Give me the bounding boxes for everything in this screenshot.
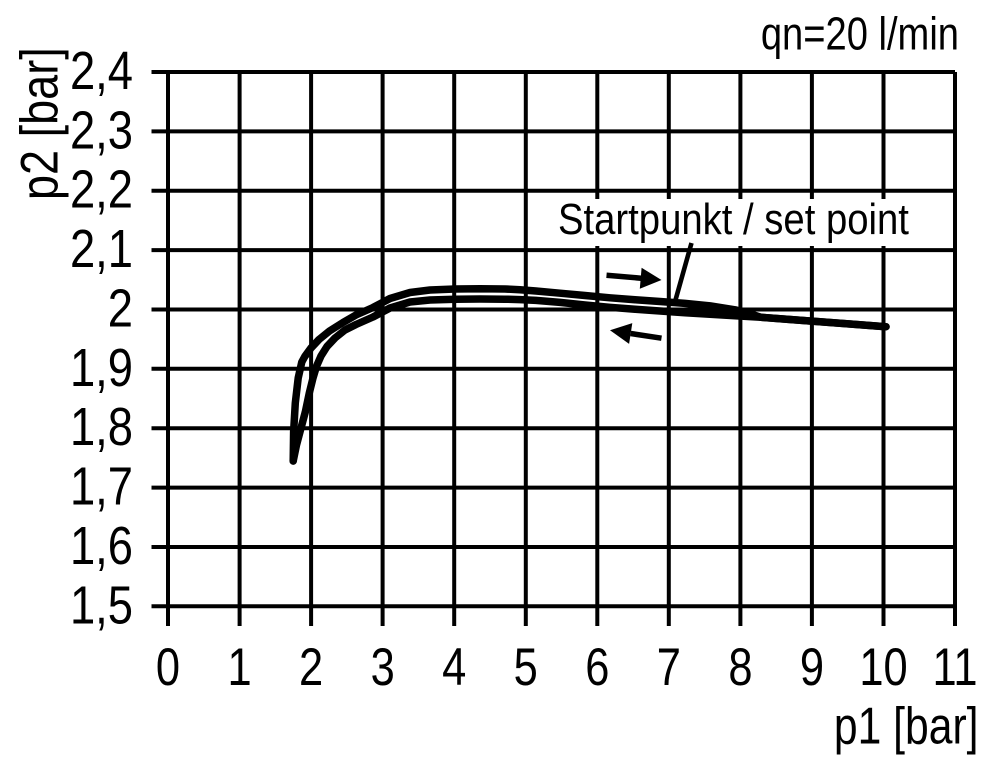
svg-text:Startpunkt / set point: Startpunkt / set point (558, 195, 909, 244)
svg-text:5: 5 (514, 638, 538, 697)
svg-text:7: 7 (657, 638, 681, 697)
svg-text:6: 6 (585, 638, 609, 697)
svg-text:p1 [bar]: p1 [bar] (834, 698, 979, 756)
svg-text:9: 9 (800, 638, 824, 697)
svg-text:qn=20 l/min: qn=20 l/min (761, 9, 959, 60)
svg-text:3: 3 (371, 638, 395, 697)
svg-text:4: 4 (442, 638, 466, 697)
svg-text:2,3: 2,3 (70, 100, 133, 161)
svg-text:2: 2 (299, 638, 323, 697)
svg-text:1,5: 1,5 (70, 575, 133, 636)
svg-text:1,8: 1,8 (70, 396, 133, 457)
svg-text:2,2: 2,2 (70, 159, 133, 220)
svg-text:8: 8 (728, 638, 752, 697)
svg-text:2,4: 2,4 (70, 40, 133, 101)
svg-text:11: 11 (932, 638, 977, 697)
svg-text:1,6: 1,6 (70, 515, 133, 576)
svg-text:1,9: 1,9 (70, 337, 133, 398)
svg-text:2: 2 (108, 278, 133, 339)
svg-text:0: 0 (156, 638, 180, 697)
svg-text:p2 [bar]: p2 [bar] (10, 47, 69, 200)
svg-text:1,7: 1,7 (70, 456, 133, 517)
svg-text:2,1: 2,1 (70, 218, 133, 279)
svg-text:10: 10 (859, 638, 907, 697)
svg-text:1: 1 (227, 638, 251, 697)
